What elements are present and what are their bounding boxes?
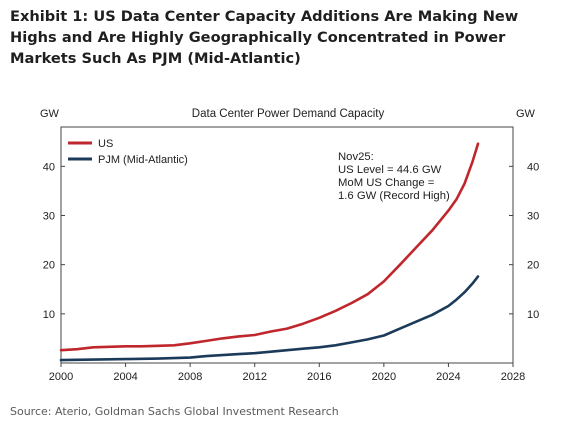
exhibit-title: Exhibit 1: US Data Center Capacity Addit… bbox=[10, 8, 519, 67]
left-axis-unit: GW bbox=[40, 108, 60, 120]
y-tick-label-left: 30 bbox=[43, 211, 55, 223]
right-axis-unit: GW bbox=[516, 108, 536, 120]
series-lines bbox=[59, 142, 480, 362]
chart-title: Data Center Power Demand Capacity bbox=[192, 108, 385, 120]
x-tick-label: 2004 bbox=[113, 371, 137, 383]
x-tick-label: 2000 bbox=[49, 371, 73, 383]
annotation-line-4: 1.6 GW (Record High) bbox=[338, 190, 450, 202]
legend: US PJM (Mid-Atlantic) bbox=[68, 138, 188, 166]
y-tick-label-right: 10 bbox=[527, 309, 539, 321]
x-tick-label: 2008 bbox=[178, 371, 202, 383]
y-tick-label-right: 30 bbox=[527, 211, 539, 223]
annotation-line-1: Nov25: bbox=[338, 151, 374, 163]
x-tick-label: 2020 bbox=[372, 371, 396, 383]
source-note: Source: Aterio, Goldman Sachs Global Inv… bbox=[10, 405, 339, 418]
x-tick-label: 2012 bbox=[242, 371, 266, 383]
annotation-line-2: US Level = 44.6 GW bbox=[338, 164, 442, 176]
x-tick-label: 2024 bbox=[436, 371, 460, 383]
y-tick-label-left: 20 bbox=[43, 260, 55, 272]
legend-label-us: US bbox=[98, 138, 113, 150]
annotation-line-3: MoM US Change = bbox=[338, 177, 435, 189]
y-tick-label-right: 40 bbox=[527, 161, 539, 173]
x-tick-label: 2016 bbox=[307, 371, 331, 383]
legend-label-pjm: PJM (Mid-Atlantic) bbox=[98, 154, 188, 166]
series-line-pjm bbox=[59, 275, 480, 362]
series-line-us bbox=[59, 142, 480, 352]
y-tick-label-left: 40 bbox=[43, 161, 55, 173]
annotation: Nov25: US Level = 44.6 GW MoM US Change … bbox=[338, 151, 450, 202]
y-tick-label-right: 20 bbox=[527, 260, 539, 272]
x-tick-label: 2028 bbox=[501, 371, 525, 383]
y-tick-label-left: 10 bbox=[43, 309, 55, 321]
plot-frame bbox=[60, 126, 514, 364]
